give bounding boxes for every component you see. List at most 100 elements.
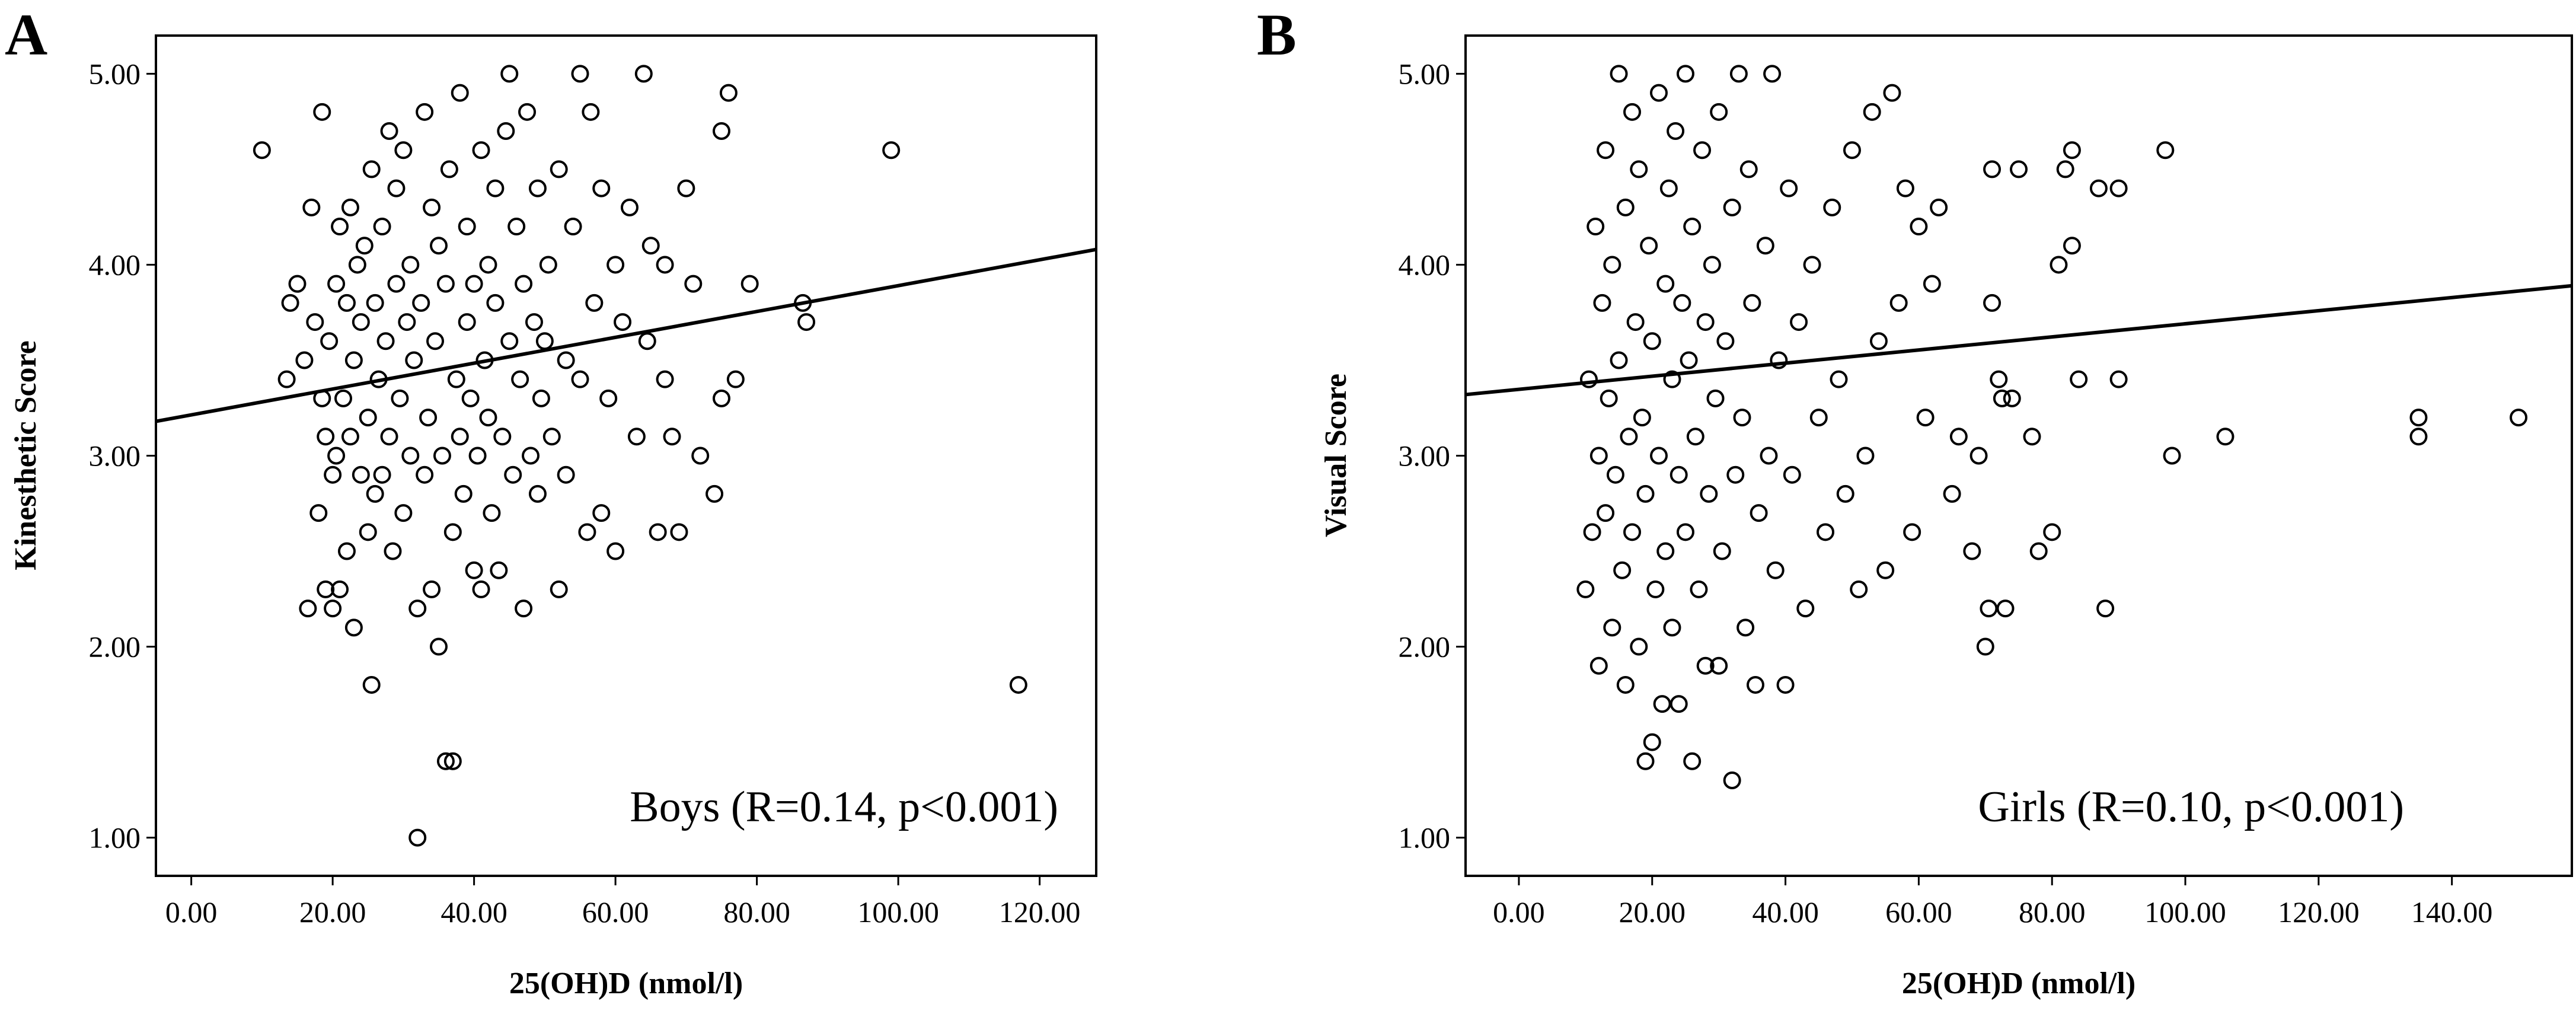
data-point	[1603, 618, 1621, 637]
data-point	[607, 256, 625, 274]
x-tick-label: 100.00	[2144, 895, 2226, 929]
x-tick-label: 0.00	[165, 895, 218, 929]
data-point	[341, 428, 359, 446]
data-point	[638, 332, 656, 350]
data-point	[1600, 389, 1618, 407]
data-point	[1603, 256, 1621, 274]
data-point	[461, 389, 480, 407]
data-point	[1733, 409, 1751, 427]
data-point	[1593, 294, 1611, 312]
x-tick-label: 0.00	[1493, 895, 1545, 929]
data-point	[1830, 370, 1848, 388]
data-point	[344, 618, 363, 637]
data-point	[380, 122, 398, 141]
data-point	[405, 351, 423, 369]
data-point	[2056, 160, 2074, 178]
data-point	[1743, 294, 1761, 312]
data-point	[416, 465, 434, 484]
data-point	[1716, 332, 1735, 350]
data-point	[1916, 409, 1935, 427]
x-axis-title-b: 25(OH)D (nmol/l)	[1902, 967, 2136, 1000]
data-point	[1676, 65, 1694, 83]
data-point	[1656, 275, 1675, 293]
data-point	[726, 370, 745, 388]
data-point	[712, 389, 730, 407]
data-point	[1823, 198, 1841, 216]
data-point	[1656, 542, 1675, 560]
data-point	[1776, 675, 1795, 694]
panel-b: B 0.00 20.00 40.00 60.00 80.00 100.00 120.00 14…	[1257, 2, 2573, 1000]
data-point	[1710, 656, 1728, 675]
data-point	[670, 523, 688, 541]
data-point	[423, 580, 441, 598]
data-point	[2050, 256, 2068, 274]
data-point	[359, 409, 377, 427]
y-tick-label: 3.00	[1399, 439, 1451, 473]
data-point	[1783, 465, 1801, 484]
data-point	[454, 484, 473, 503]
data-point	[1610, 65, 1628, 83]
data-point	[1737, 618, 1755, 637]
x-tick-label: 80.00	[2019, 895, 2086, 929]
data-point	[299, 600, 317, 618]
data-point	[408, 600, 427, 618]
data-point	[1896, 179, 1914, 197]
x-axis-ticks-a: 0.00 20.00 40.00 60.00 80.00 100.00 120.00	[165, 876, 1080, 929]
data-point	[309, 504, 328, 522]
data-point	[712, 122, 730, 141]
data-point	[528, 484, 547, 503]
data-point	[1976, 637, 1994, 656]
data-point	[1766, 561, 1785, 579]
data-point	[663, 428, 681, 446]
data-point	[433, 447, 451, 465]
x-axis-ticks-b: 0.00 20.00 40.00 60.00 80.00 100.00 120.00 140.…	[1493, 876, 2492, 929]
data-point	[317, 580, 335, 598]
data-point	[1646, 580, 1665, 598]
y-tick-label: 1.00	[89, 821, 141, 854]
data-point	[1616, 675, 1635, 694]
data-point	[592, 179, 611, 197]
data-point	[1760, 447, 1778, 465]
y-axis-title-b: Visual Score	[1319, 374, 1353, 537]
y-tick-label: 2.00	[89, 630, 141, 664]
data-point	[641, 237, 660, 255]
data-point	[1756, 237, 1774, 255]
annotation-a: Boys (R=0.14, p<0.001)	[630, 783, 1058, 831]
data-point	[1663, 618, 1681, 637]
data-point	[366, 294, 384, 312]
data-point	[387, 179, 406, 197]
data-point	[344, 351, 363, 369]
data-point	[1980, 600, 1998, 618]
data-point	[1863, 103, 1881, 121]
data-point	[472, 580, 490, 598]
data-point	[1620, 428, 1638, 446]
data-point	[1949, 428, 1968, 446]
data-point	[614, 313, 632, 331]
data-point	[429, 637, 448, 656]
data-point	[1683, 752, 1702, 770]
data-point	[571, 370, 589, 388]
data-point	[1710, 103, 1728, 121]
data-point	[1653, 695, 1671, 713]
data-point	[1817, 523, 1835, 541]
data-point	[1589, 656, 1608, 675]
data-point	[426, 332, 445, 350]
x-tick-label: 100.00	[857, 895, 939, 929]
y-tick-label: 5.00	[1399, 57, 1451, 90]
data-point	[380, 428, 398, 446]
data-point	[490, 561, 508, 579]
data-point	[585, 294, 604, 312]
data-point	[366, 484, 384, 503]
data-point	[1990, 370, 2008, 388]
data-point	[327, 275, 346, 293]
data-point	[376, 332, 395, 350]
data-point	[1723, 771, 1741, 789]
data-point	[1640, 237, 1658, 255]
scatter-points-b	[1576, 65, 2528, 789]
data-point	[2029, 542, 2048, 560]
data-point	[656, 370, 674, 388]
data-point	[1583, 523, 1601, 541]
data-point	[479, 409, 497, 427]
data-point	[1700, 484, 1718, 503]
x-tick-label: 120.00	[2278, 895, 2360, 929]
